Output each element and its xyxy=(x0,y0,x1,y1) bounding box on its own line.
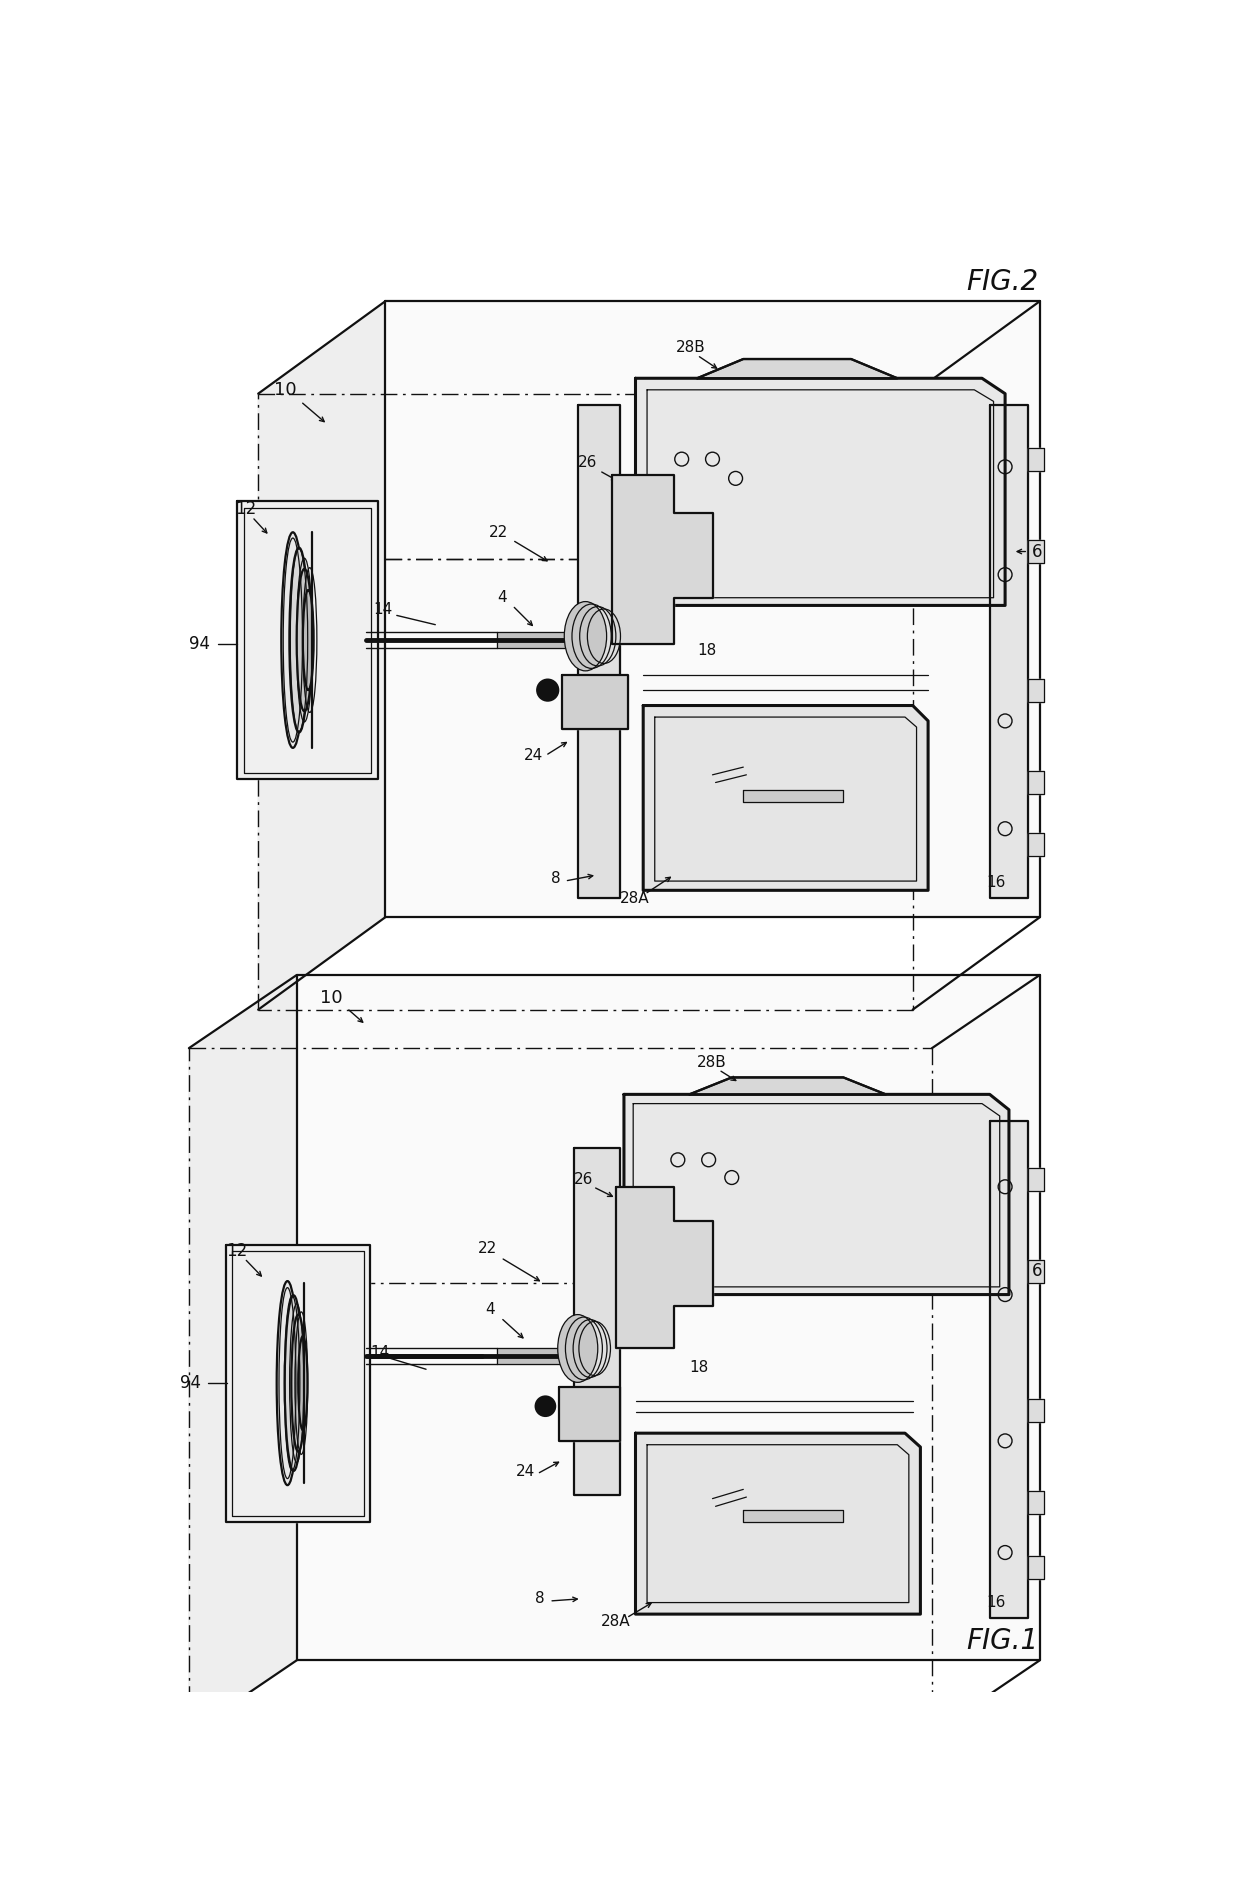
Text: 22: 22 xyxy=(477,1241,497,1257)
Text: 4: 4 xyxy=(485,1302,495,1317)
Ellipse shape xyxy=(558,1315,598,1382)
Text: 16: 16 xyxy=(986,1595,1006,1610)
Polygon shape xyxy=(1028,1557,1044,1580)
Text: 26: 26 xyxy=(578,456,598,470)
Text: 14: 14 xyxy=(370,1344,389,1359)
Polygon shape xyxy=(1028,1260,1044,1283)
Ellipse shape xyxy=(299,1336,308,1430)
Ellipse shape xyxy=(289,547,309,732)
Polygon shape xyxy=(635,1433,920,1614)
Polygon shape xyxy=(1028,772,1044,795)
Polygon shape xyxy=(574,1148,620,1494)
Polygon shape xyxy=(990,405,1028,897)
Polygon shape xyxy=(635,378,1006,605)
Text: 22: 22 xyxy=(490,525,508,540)
Polygon shape xyxy=(689,1078,885,1095)
Circle shape xyxy=(536,1395,556,1416)
Polygon shape xyxy=(616,1186,713,1348)
Text: 18: 18 xyxy=(697,643,717,658)
Text: 12: 12 xyxy=(226,1241,247,1260)
Polygon shape xyxy=(296,975,1040,1660)
Polygon shape xyxy=(226,1245,370,1521)
Polygon shape xyxy=(1028,679,1044,701)
Polygon shape xyxy=(558,1388,620,1441)
Polygon shape xyxy=(258,300,386,1009)
Text: 14: 14 xyxy=(373,603,393,616)
Polygon shape xyxy=(743,791,843,802)
Polygon shape xyxy=(578,405,620,897)
Text: 8: 8 xyxy=(536,1591,546,1606)
Polygon shape xyxy=(1028,1167,1044,1190)
Text: 10: 10 xyxy=(274,380,296,399)
Ellipse shape xyxy=(564,601,606,671)
Text: 8: 8 xyxy=(551,871,560,886)
Text: 28A: 28A xyxy=(601,1614,630,1629)
Polygon shape xyxy=(188,975,1040,1047)
Text: 94: 94 xyxy=(188,635,210,652)
Circle shape xyxy=(537,679,558,701)
Text: 6: 6 xyxy=(1032,1262,1043,1281)
Text: 12: 12 xyxy=(236,500,257,519)
Ellipse shape xyxy=(277,1281,299,1485)
Polygon shape xyxy=(386,300,1040,918)
Text: 10: 10 xyxy=(320,989,342,1008)
Text: 94: 94 xyxy=(180,1374,201,1392)
Polygon shape xyxy=(563,675,627,728)
Ellipse shape xyxy=(303,589,314,690)
Text: FIG.1: FIG.1 xyxy=(967,1627,1039,1656)
Ellipse shape xyxy=(281,532,304,747)
Polygon shape xyxy=(237,502,377,779)
Polygon shape xyxy=(497,633,574,648)
Polygon shape xyxy=(258,300,1040,394)
Text: 6: 6 xyxy=(1032,542,1043,561)
Text: 28B: 28B xyxy=(676,340,706,355)
Polygon shape xyxy=(644,705,928,890)
Polygon shape xyxy=(1028,833,1044,855)
Polygon shape xyxy=(613,475,713,644)
Text: FIG.2: FIG.2 xyxy=(967,268,1039,297)
Ellipse shape xyxy=(285,1295,303,1471)
Text: 18: 18 xyxy=(689,1361,708,1374)
Text: 24: 24 xyxy=(516,1464,536,1479)
Text: 28A: 28A xyxy=(620,890,650,905)
Polygon shape xyxy=(697,359,898,378)
Polygon shape xyxy=(1028,540,1044,563)
Polygon shape xyxy=(1028,1399,1044,1422)
Ellipse shape xyxy=(291,1315,305,1452)
Polygon shape xyxy=(1028,1490,1044,1513)
Text: 24: 24 xyxy=(523,749,543,762)
Text: 28B: 28B xyxy=(697,1055,727,1070)
Polygon shape xyxy=(497,1348,570,1363)
Polygon shape xyxy=(188,975,296,1734)
Text: 16: 16 xyxy=(986,874,1006,890)
Ellipse shape xyxy=(296,568,312,711)
Polygon shape xyxy=(990,1122,1028,1618)
Polygon shape xyxy=(1028,447,1044,471)
Polygon shape xyxy=(624,1095,1009,1295)
Text: 26: 26 xyxy=(574,1171,593,1186)
Polygon shape xyxy=(743,1509,843,1521)
Text: 4: 4 xyxy=(497,589,506,605)
